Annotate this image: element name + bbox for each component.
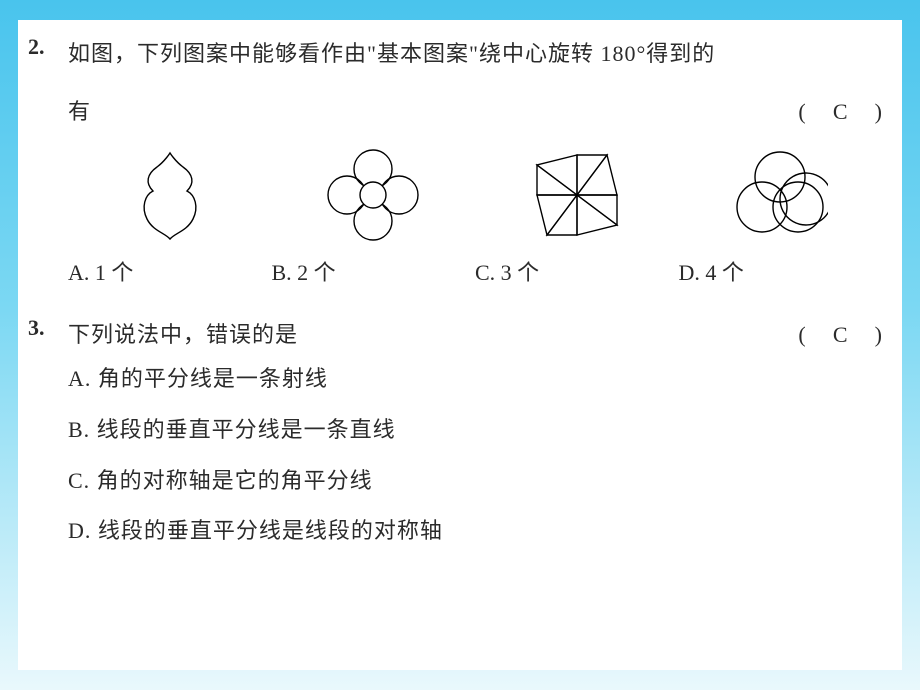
q2-body: 如图，下列图案中能够看作由"基本图案"绕中心旋转 180°得到的 有 ( C ) [68,34,882,293]
q3-answer: C [822,315,858,355]
q2-figures [68,145,882,245]
figure-4 [700,149,860,241]
onion-icon [135,149,205,241]
q3-option-c: C. 角的对称轴是它的角平分线 [68,456,882,507]
figure-2 [293,147,453,243]
q3-stem: 下列说法中，错误的是 [68,315,298,355]
q3-body: 下列说法中，错误的是 ( C ) A. 角的平分线是一条射线 B. 线段的垂直平… [68,315,882,557]
q2-options: A. 1 个 B. 2 个 C. 3 个 D. 4 个 [68,253,882,293]
pinwheel-icon [529,147,625,243]
q3-option-d: D. 线段的垂直平分线是线段的对称轴 [68,506,882,557]
q2-option-a: A. 1 个 [68,253,272,293]
trefoil-icon [732,149,828,241]
figure-3 [497,147,657,243]
q2-option-d: D. 4 个 [679,253,883,293]
q2-answer-paren: ( C ) [798,92,882,132]
q2-number: 2. [28,34,68,293]
q3-number: 3. [28,315,68,557]
content-panel: 2. 如图，下列图案中能够看作由"基本图案"绕中心旋转 180°得到的 有 ( … [18,20,902,670]
question-3: 3. 下列说法中，错误的是 ( C ) A. 角的平分线是一条射线 B. 线段的… [28,315,882,557]
q3-option-b: B. 线段的垂直平分线是一条直线 [68,405,882,456]
q3-option-a: A. 角的平分线是一条射线 [68,354,882,405]
q2-option-b: B. 2 个 [272,253,476,293]
figure-1 [90,149,250,241]
slide: 2. 如图，下列图案中能够看作由"基本图案"绕中心旋转 180°得到的 有 ( … [0,0,920,690]
q3-answer-paren: ( C ) [798,315,882,355]
q2-stem-b-row: 有 ( C ) [68,92,882,132]
q3-stem-row: 下列说法中，错误的是 ( C ) [68,315,882,355]
q2-option-c: C. 3 个 [475,253,679,293]
q2-answer: C [822,92,858,132]
flower-icon [325,147,421,243]
q2-stem-a: 如图，下列图案中能够看作由"基本图案"绕中心旋转 180°得到的 [68,34,882,74]
question-2: 2. 如图，下列图案中能够看作由"基本图案"绕中心旋转 180°得到的 有 ( … [28,34,882,293]
q2-stem-b: 有 [68,92,91,132]
